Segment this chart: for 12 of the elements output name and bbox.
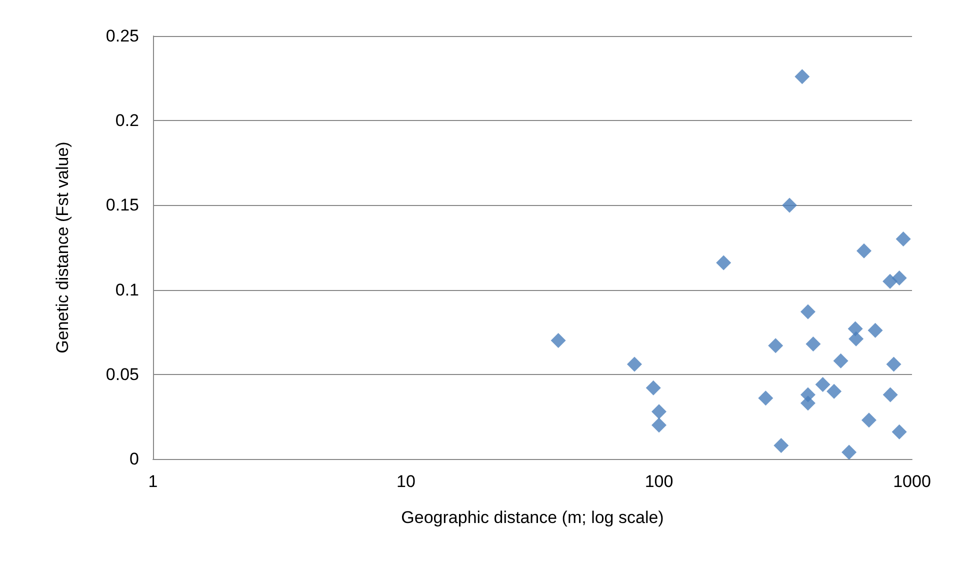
y-tick-label: 0.2 — [115, 111, 139, 130]
y-tick-label: 0.1 — [115, 280, 139, 300]
y-tick-label: 0 — [130, 450, 139, 468]
y-tick-label: 0.05 — [106, 364, 139, 384]
y-tick-label: 0.15 — [106, 196, 139, 215]
x-tick-label: 1000 — [893, 472, 931, 491]
y-axis-title: Genetic distance (Fst value) — [53, 142, 72, 354]
x-tick-label: 100 — [644, 472, 674, 491]
y-tick-label: 0.25 — [106, 26, 139, 46]
x-tick-label: 1 — [148, 472, 158, 491]
x-axis-title: Geographic distance (m; log scale) — [401, 508, 664, 527]
x-tick-label: 10 — [396, 472, 416, 491]
